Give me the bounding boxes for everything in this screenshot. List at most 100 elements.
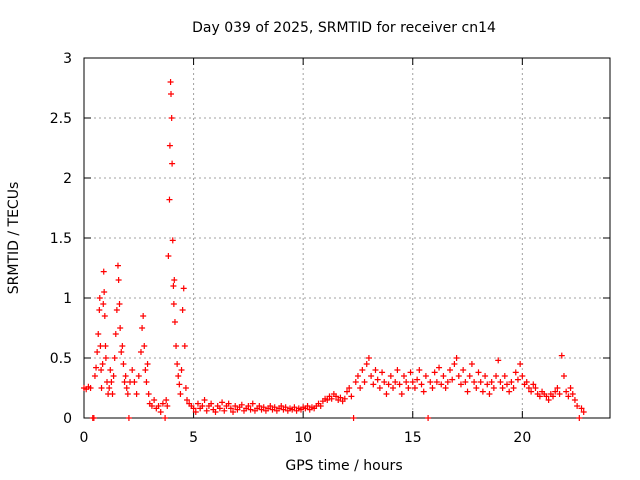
data-point xyxy=(282,404,289,411)
data-point xyxy=(247,406,254,413)
data-point xyxy=(166,142,173,149)
data-point xyxy=(565,393,572,400)
axis-ticks: 0 5 10 15 20 0 0.5 1 1.5 2 2.5 3 xyxy=(50,51,610,446)
data-point xyxy=(574,403,581,409)
data-point xyxy=(427,379,434,385)
data-point xyxy=(580,409,587,415)
data-point xyxy=(497,379,504,385)
data-point xyxy=(414,376,421,383)
data-point xyxy=(479,388,486,395)
data-point xyxy=(506,388,513,395)
data-point xyxy=(563,388,570,395)
data-point xyxy=(569,391,576,397)
data-point xyxy=(475,369,482,376)
data-point xyxy=(238,401,245,408)
data-point xyxy=(390,385,397,391)
data-point xyxy=(352,379,359,385)
data-point xyxy=(385,381,392,388)
data-point xyxy=(436,364,443,371)
data-point xyxy=(122,373,129,379)
data-point xyxy=(291,404,298,411)
data-point xyxy=(359,367,366,373)
grid-lines xyxy=(84,58,610,418)
y-axis-label: SRMTID / TECUs xyxy=(6,182,22,295)
data-point xyxy=(381,379,388,385)
data-point xyxy=(151,397,158,403)
data-point xyxy=(512,369,519,376)
data-point xyxy=(102,355,109,361)
data-point xyxy=(409,379,416,385)
data-point xyxy=(194,400,201,407)
data-point xyxy=(221,407,228,414)
data-point xyxy=(350,415,357,421)
data-point xyxy=(477,379,484,385)
data-point xyxy=(514,376,521,383)
data-point xyxy=(519,373,526,379)
data-point xyxy=(425,415,432,421)
data-point xyxy=(99,361,106,367)
data-point xyxy=(129,367,136,373)
y-tick-label: 2 xyxy=(63,171,72,187)
data-point xyxy=(278,403,285,409)
data-point xyxy=(387,373,394,379)
data-point xyxy=(260,404,267,411)
data-point xyxy=(429,385,436,391)
chart-title: Day 039 of 2025, SRMTID for receiver cn1… xyxy=(192,20,496,36)
data-point xyxy=(116,301,123,307)
data-point xyxy=(357,385,364,391)
data-point xyxy=(453,355,460,361)
data-point xyxy=(177,391,184,397)
data-point xyxy=(140,313,147,319)
data-point xyxy=(256,403,263,409)
data-point xyxy=(96,295,103,301)
y-tick-label: 0 xyxy=(63,411,72,427)
data-point xyxy=(365,355,372,361)
data-point xyxy=(328,395,335,402)
data-point xyxy=(486,391,493,397)
data-point xyxy=(398,391,405,397)
data-point xyxy=(230,409,237,415)
data-point xyxy=(181,343,188,349)
data-point xyxy=(525,385,532,391)
data-point xyxy=(139,325,146,331)
data-point xyxy=(123,385,130,391)
data-point xyxy=(170,301,177,307)
data-point xyxy=(482,373,489,379)
data-point xyxy=(169,237,176,244)
data-point xyxy=(155,403,162,409)
plot-border xyxy=(83,57,611,419)
data-point xyxy=(433,379,440,385)
data-point xyxy=(344,388,350,395)
data-point xyxy=(363,361,370,367)
data-point xyxy=(407,369,414,376)
data-point xyxy=(567,385,574,391)
data-point xyxy=(173,343,180,349)
data-point xyxy=(144,361,151,367)
data-point xyxy=(119,343,126,349)
data-point xyxy=(208,400,215,407)
x-axis-label: GPS time / hours xyxy=(285,458,402,474)
data-point xyxy=(166,196,173,203)
data-point xyxy=(93,364,100,371)
data-point xyxy=(94,349,101,355)
data-point xyxy=(178,367,185,373)
data-point xyxy=(199,403,206,409)
data-point xyxy=(416,367,423,373)
data-point xyxy=(90,415,97,421)
data-point xyxy=(501,373,508,379)
data-point xyxy=(212,409,219,415)
data-point xyxy=(444,379,451,385)
x-tick-label: 15 xyxy=(404,430,422,446)
data-point xyxy=(137,349,144,355)
data-point xyxy=(536,393,543,400)
data-point xyxy=(400,373,407,379)
data-point xyxy=(101,313,108,319)
data-point xyxy=(249,400,256,407)
data-point xyxy=(267,403,274,409)
data-point xyxy=(361,379,368,385)
data-point xyxy=(163,397,170,403)
data-point xyxy=(333,393,340,400)
data-point xyxy=(109,391,116,397)
data-point xyxy=(113,307,120,313)
data-point xyxy=(324,397,331,403)
